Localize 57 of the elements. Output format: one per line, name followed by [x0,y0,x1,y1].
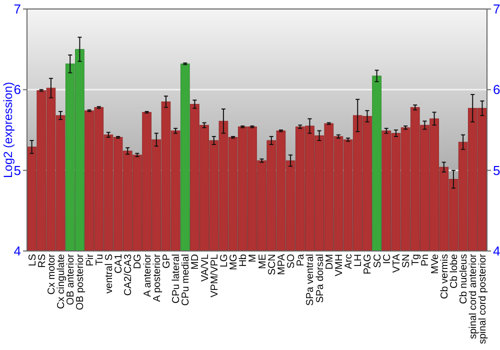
x-tick-label: Tu [94,254,106,266]
x-tick-label: spinal cord anterior [468,253,480,340]
x-tick-label: Hb [238,254,250,267]
y-tick-label: 7 [14,2,21,17]
x-tick-label: M [248,254,259,262]
x-tick-label: OB posterior [75,253,86,310]
x-tick-label: VA/VL [200,254,211,282]
x-tick-label: Pa [296,254,307,266]
x-tick-label: A anterior [142,253,154,297]
x-tick-label: GP [161,254,172,268]
x-tick-label: MVe [430,254,441,274]
x-tick-label: SO [286,254,298,268]
x-tick-label: Cb vermis [439,254,450,300]
x-tick-label: IC [382,254,393,264]
x-tick-label: CA2/CA3 [123,254,134,296]
y2-tick-label: 6 [493,82,500,98]
x-tick-label: DG [132,254,144,269]
y-tick-label: 6 [14,82,21,98]
x-tick-label: DM [324,254,336,270]
x-tick-label: VTA [391,254,402,273]
x-tick-label: Cx motor [46,253,58,295]
x-tick-label: Cb lobe [448,254,460,288]
x-tick-label: MPA [276,254,288,275]
x-tick-label: RS [36,254,48,268]
x-tick-label: SPa ventral [305,254,316,306]
x-tick-label: MG [228,254,240,270]
x-tick-label: SN [401,254,412,268]
x-tick-label: SC [372,254,384,268]
x-tick-label: ventral S [104,254,115,294]
x-tick-label: Pn [420,254,432,266]
x-tick-label: CA1 [114,254,125,274]
y-tick-label: 4 [14,244,21,259]
x-tick-label: Cx cingulate [56,254,68,310]
x-tick-label: CPu lateral [171,254,182,304]
x-tick-label: LH [353,254,364,267]
x-tick-label: MD [190,254,202,270]
y2-tick-label: 4 [493,244,500,259]
x-tick-label: LG [218,254,230,268]
x-tick-label: SCN [266,254,278,276]
x-tick-label: A posterior [152,253,163,302]
x-tick-label: Tg [410,254,422,266]
x-tick-label: LS [27,254,38,266]
y2-tick-label: 5 [493,162,500,178]
y-tick-label: 5 [14,162,21,178]
x-tick-label: VPM/VPL [209,254,220,298]
y2-tick-label: 7 [493,2,500,17]
x-tick-label: SPa dorsal [314,254,326,303]
y-axis-title: Log2 (expression) [1,82,15,178]
x-tick-label: Pir [84,253,96,266]
x-tick-label: OB anterior [66,253,77,306]
x-tick-label: PAG [362,254,374,274]
x-tick-label: spinal cord posterior [478,253,489,344]
x-tick-label: Arc [344,254,355,269]
x-tick-label: ME [257,254,268,269]
x-tick-label: VMH [334,254,345,276]
x-tick-label: Cb nucleus [458,254,470,304]
x-tick-label: CPu medial [180,254,192,306]
